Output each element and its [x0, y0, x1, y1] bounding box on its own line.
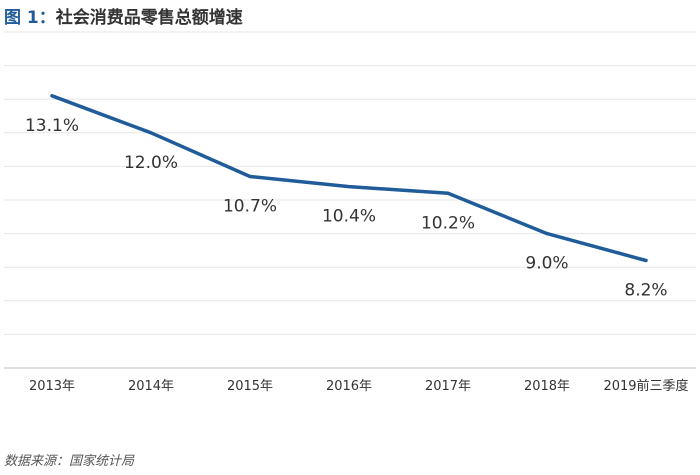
series-line [50, 94, 648, 263]
x-tick-label: 2013年 [29, 379, 75, 394]
line-chart: 2013年 2014年 2015年 2016年 2017年 2018年 2019前三季度 1… [4, 31, 696, 394]
x-tick-label: 2016年 [326, 379, 372, 394]
data-label: 9.0% [525, 254, 568, 274]
source-note: 数据来源：国家统计局 [4, 454, 135, 469]
data-label: 10.2% [421, 213, 475, 233]
x-tick-label: 2014年 [128, 379, 174, 394]
x-tick-label: 2018年 [524, 379, 570, 394]
series-line-group [50, 94, 648, 263]
data-point [149, 131, 153, 135]
data-labels: 13.1% 12.0% 10.7% 10.4% 10.2% 9.0% 8.2% [25, 116, 668, 301]
data-label: 8.2% [624, 280, 667, 300]
x-tick-label: 2019前三季度 [603, 378, 688, 394]
data-label: 10.4% [322, 207, 376, 227]
data-point [50, 94, 54, 98]
data-point [545, 232, 549, 236]
x-tick-label: 2017年 [425, 379, 471, 394]
data-label: 10.7% [223, 196, 277, 216]
data-point [347, 185, 351, 189]
data-label: 13.1% [25, 116, 79, 136]
grid-lines [4, 31, 696, 335]
data-point [644, 258, 648, 262]
chart-title-text: 社会消费品零售总额增速 [55, 8, 243, 28]
chart-title: 图 1：社会消费品零售总额增速 [4, 3, 243, 28]
chart-title-prefix: 图 1： [4, 8, 56, 28]
x-axis: 2013年 2014年 2015年 2016年 2017年 2018年 2019前三季度 [4, 367, 696, 394]
data-label: 12.0% [124, 153, 178, 173]
data-point [446, 191, 450, 195]
data-point [248, 174, 252, 178]
x-tick-label: 2015年 [227, 379, 273, 394]
